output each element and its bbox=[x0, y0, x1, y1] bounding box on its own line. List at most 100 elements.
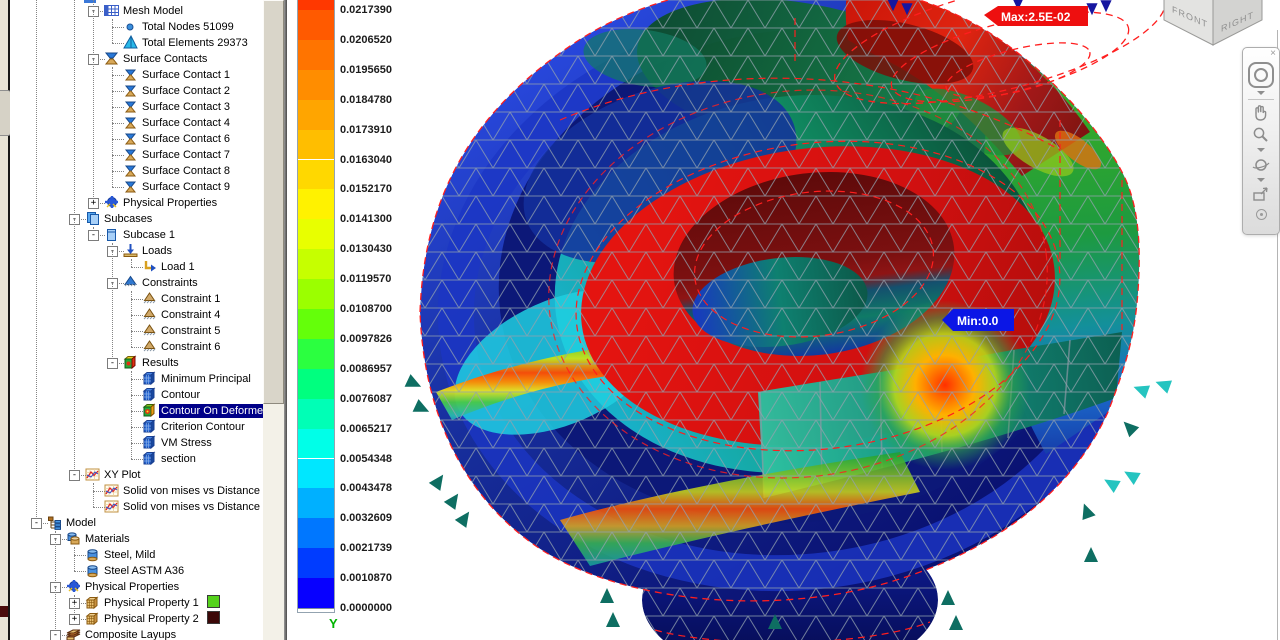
tree-item[interactable]: Criterion Contour bbox=[159, 419, 247, 435]
tree-item-label[interactable]: Loads bbox=[142, 245, 172, 257]
tree-item-label[interactable]: Total Nodes 51099 bbox=[142, 21, 234, 33]
fea-model[interactable] bbox=[287, 0, 1280, 640]
tree-item-label[interactable]: Contour bbox=[161, 389, 201, 401]
chevron-down-icon[interactable] bbox=[1257, 148, 1265, 152]
tree-item-label[interactable]: Materials bbox=[85, 533, 130, 545]
tree-item-label[interactable]: Surface Contact 9 bbox=[142, 181, 231, 193]
tree-item-label[interactable]: Surface Contact 3 bbox=[142, 101, 231, 113]
tree-item[interactable]: Mesh Model bbox=[121, 3, 185, 19]
tree-item-label[interactable]: Physical Properties bbox=[123, 197, 218, 209]
tree-panel-border[interactable] bbox=[284, 0, 287, 640]
tree-item-label[interactable]: Solid von mises vs Distance bbox=[123, 485, 260, 497]
tree-item[interactable]: Physical Properties bbox=[121, 195, 219, 211]
tree-item-label[interactable]: Physical Property 2 bbox=[104, 613, 199, 625]
tree-item[interactable]: Surface Contact 3 bbox=[140, 99, 232, 115]
tree-item-label[interactable]: Surface Contact 8 bbox=[142, 165, 231, 177]
tree-item-label[interactable]: Constraint 5 bbox=[161, 325, 221, 337]
tree-item-label[interactable]: Constraint 1 bbox=[161, 293, 221, 305]
tree-item[interactable]: VM Stress bbox=[159, 435, 214, 451]
tree-scrollbar[interactable] bbox=[263, 0, 284, 640]
tree-item-label[interactable]: Steel, Mild bbox=[104, 549, 156, 561]
tree-item-label[interactable]: Constraints bbox=[142, 277, 198, 289]
tree-item[interactable]: Results bbox=[140, 355, 181, 371]
tree-item-label[interactable]: Load 1 bbox=[161, 261, 195, 273]
tree-item[interactable]: Contour On Deformed bbox=[159, 403, 272, 419]
tree-item[interactable]: Surface Contacts bbox=[121, 51, 209, 67]
tree-item[interactable]: Surface Contact 1 bbox=[140, 67, 232, 83]
tree-item[interactable]: Surface Contact 9 bbox=[140, 179, 232, 195]
tree-expand-toggle[interactable]: + bbox=[69, 614, 80, 625]
tree-collapse-toggle[interactable]: - bbox=[107, 358, 118, 369]
chevron-down-icon[interactable] bbox=[1257, 178, 1265, 182]
tree-collapse-toggle[interactable]: - bbox=[69, 470, 80, 481]
tree-item-label[interactable]: Surface Contacts bbox=[123, 53, 208, 65]
tree-item[interactable]: Surface Contact 7 bbox=[140, 147, 232, 163]
tree-item-label[interactable]: Mesh Model bbox=[123, 5, 183, 17]
tree-item[interactable]: Surface Contact 2 bbox=[140, 83, 232, 99]
tree-item[interactable]: Constraints bbox=[140, 275, 200, 291]
tree-item-label[interactable]: Surface Contact 2 bbox=[142, 85, 231, 97]
graphics-viewport[interactable]: Max:2.5E-02 Min:0.0 FRONT RIGHT bbox=[287, 0, 1280, 640]
tree-item-label[interactable]: Surface Contact 1 bbox=[142, 69, 231, 81]
tree-item[interactable]: Constraint 5 bbox=[159, 323, 222, 339]
customize-icon[interactable] bbox=[1255, 209, 1267, 220]
tree-item-label[interactable]: Criterion Contour bbox=[161, 421, 245, 433]
tree-item[interactable]: Constraint 1 bbox=[159, 291, 222, 307]
tree-item[interactable]: Physical Property 2 bbox=[102, 611, 220, 627]
tree-expand-toggle[interactable]: + bbox=[88, 198, 99, 209]
tree-item[interactable]: Loads bbox=[140, 243, 174, 259]
tree-item[interactable]: Physical Properties bbox=[83, 579, 181, 595]
steering-wheel-icon[interactable] bbox=[1248, 62, 1274, 88]
tree-item-label[interactable]: Subcase 1 bbox=[123, 229, 175, 241]
tree-item[interactable]: Physical Property 1 bbox=[102, 595, 220, 611]
tree-item[interactable]: Load 1 bbox=[159, 259, 197, 275]
tree-item[interactable]: Constraint 4 bbox=[159, 307, 222, 323]
tree-item-label[interactable]: Physical Property 1 bbox=[104, 597, 199, 609]
tree-collapse-toggle[interactable]: - bbox=[88, 230, 99, 241]
view-cube[interactable]: FRONT RIGHT bbox=[1163, 0, 1263, 46]
model-tree[interactable]: - Mesh Model Total Nodes 51099 Total Elemen… bbox=[10, 0, 272, 640]
tree-item[interactable]: Total Elements 29373 bbox=[140, 35, 250, 51]
tree-item-label[interactable]: Physical Properties bbox=[85, 581, 180, 593]
tree-item-label[interactable]: Model bbox=[66, 517, 96, 529]
tree-scrollbar-thumb[interactable] bbox=[263, 0, 284, 404]
tree-item-label[interactable]: Surface Contact 6 bbox=[142, 133, 231, 145]
tree-item[interactable]: Surface Contact 8 bbox=[140, 163, 232, 179]
tree-item[interactable]: Solid von mises vs Distance bbox=[121, 499, 262, 515]
tree-item-label[interactable]: Constraint 6 bbox=[161, 341, 221, 353]
tree-item-label[interactable]: Results bbox=[142, 357, 179, 369]
tree-item[interactable]: Minimum Principal bbox=[159, 371, 253, 387]
tree-item-label[interactable]: Surface Contact 7 bbox=[142, 149, 231, 161]
chevron-down-icon[interactable] bbox=[1257, 91, 1265, 95]
tree-item[interactable]: Model bbox=[64, 515, 98, 531]
tree-item[interactable]: Steel, Mild bbox=[102, 547, 157, 563]
tree-item[interactable]: Subcase 1 bbox=[121, 227, 177, 243]
tree-item-label[interactable]: Steel ASTM A36 bbox=[104, 565, 185, 577]
tree-item[interactable]: Constraint 6 bbox=[159, 339, 222, 355]
tree-item-label[interactable]: Solid von mises vs Distance bbox=[123, 501, 260, 513]
look-at-icon[interactable] bbox=[1251, 185, 1271, 205]
tree-item-label[interactable]: Constraint 4 bbox=[161, 309, 221, 321]
close-icon[interactable]: × bbox=[1270, 48, 1276, 59]
tree-item[interactable]: Surface Contact 4 bbox=[140, 115, 232, 131]
tree-item[interactable]: Total Nodes 51099 bbox=[140, 19, 236, 35]
tree-item-label[interactable]: section bbox=[161, 453, 196, 465]
pan-hand-icon[interactable] bbox=[1251, 103, 1271, 123]
tree-item[interactable]: Materials bbox=[83, 531, 132, 547]
tree-item-label[interactable]: Minimum Principal bbox=[161, 373, 251, 385]
tree-item-label[interactable]: VM Stress bbox=[161, 437, 212, 449]
tree-item-label[interactable]: Contour On Deformed bbox=[159, 404, 272, 418]
tree-item-label[interactable]: Surface Contact 4 bbox=[142, 117, 231, 129]
tree-item[interactable]: Subcases bbox=[102, 211, 154, 227]
tree-item[interactable]: XY Plot bbox=[102, 467, 143, 483]
orbit-icon[interactable] bbox=[1251, 155, 1271, 175]
tree-collapse-toggle[interactable]: - bbox=[50, 630, 61, 640]
tree-item[interactable]: Solid von mises vs Distance bbox=[121, 483, 262, 499]
tree-item[interactable]: Surface Contact 6 bbox=[140, 131, 232, 147]
tree-item[interactable]: Contour bbox=[159, 387, 202, 403]
tree-item[interactable]: Steel ASTM A36 bbox=[102, 563, 186, 579]
tree-collapse-toggle[interactable]: - bbox=[31, 518, 42, 529]
tree-item[interactable]: section bbox=[159, 451, 198, 467]
zoom-icon[interactable] bbox=[1251, 125, 1271, 145]
tree-item[interactable]: Composite Layups bbox=[83, 627, 178, 640]
